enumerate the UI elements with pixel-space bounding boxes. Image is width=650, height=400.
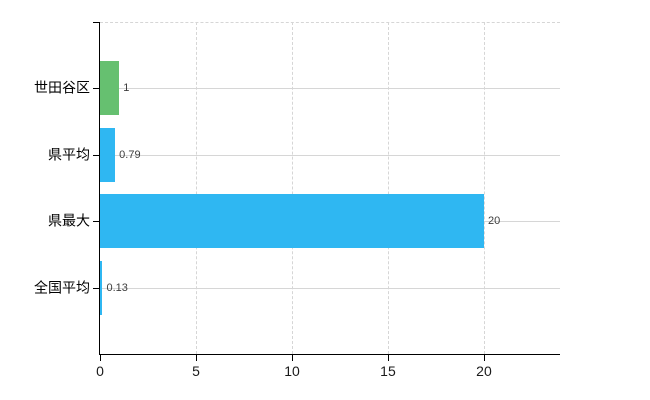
value-label: 20	[487, 215, 501, 228]
category-label: 県平均	[48, 146, 90, 163]
bar[interactable]	[100, 127, 116, 182]
x-axis-tick	[195, 355, 197, 361]
x-axis-line	[99, 354, 560, 355]
x-tick-label: 0	[96, 363, 104, 379]
y-axis-tick	[93, 287, 99, 289]
x-tick-label: 15	[380, 363, 396, 379]
x-gridline	[483, 22, 485, 354]
y-axis-tick	[93, 154, 99, 156]
bar[interactable]	[100, 61, 120, 116]
y-axis-tick	[93, 88, 99, 90]
x-axis-tick	[387, 355, 389, 361]
bar[interactable]	[100, 194, 484, 249]
plot-top-gridline	[100, 22, 560, 23]
y-axis-tick	[93, 221, 99, 223]
x-gridline	[387, 22, 389, 354]
value-label: 0.79	[119, 148, 141, 161]
category-label: 県最大	[48, 212, 90, 229]
category-label: 全国平均	[34, 278, 90, 295]
x-gridline	[291, 22, 293, 354]
x-tick-label: 10	[284, 363, 300, 379]
y-gridline	[100, 287, 560, 289]
x-axis-tick	[100, 355, 101, 361]
x-tick-label: 5	[192, 363, 200, 379]
y-axis-line	[99, 22, 100, 355]
value-label: 0.13	[106, 281, 128, 294]
y-gridline	[100, 88, 560, 90]
x-gridline	[195, 22, 197, 354]
bar[interactable]	[100, 260, 103, 315]
category-label: 世田谷区	[34, 79, 90, 96]
y-gridline	[100, 154, 560, 156]
x-axis-tick	[483, 355, 485, 361]
x-axis-tick	[291, 355, 293, 361]
value-label: 1	[123, 82, 130, 95]
x-tick-label: 20	[476, 363, 492, 379]
y-axis-tick	[93, 22, 99, 23]
